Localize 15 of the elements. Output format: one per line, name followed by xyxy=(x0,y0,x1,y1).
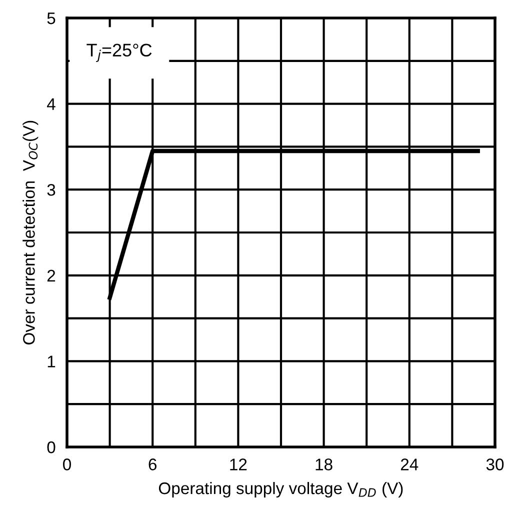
y-axis-title: Over current detection V$_{OC}$(V) xyxy=(22,120,38,344)
y-tick-label: 2 xyxy=(47,270,56,282)
x-tick-label: 30 xyxy=(486,458,504,470)
annotation: T$_{j}$=25°C xyxy=(86,44,152,62)
y-tick-label: 0 xyxy=(47,441,56,454)
x-tick-label: 18 xyxy=(316,458,332,470)
y-tick-label: 4 xyxy=(47,98,56,110)
x-tick-label: 6 xyxy=(148,458,156,470)
y-tick-label: 3 xyxy=(47,184,56,196)
x-tick-label: 24 xyxy=(400,458,418,470)
x-axis-title: Operating supply voltage V$_{DD}$ (V) xyxy=(158,482,403,498)
y-tick-label: 1 xyxy=(48,356,56,368)
x-tick-label: 0 xyxy=(63,458,71,470)
y-tick-label: 5 xyxy=(47,12,56,24)
x-tick-label: 12 xyxy=(230,458,247,470)
